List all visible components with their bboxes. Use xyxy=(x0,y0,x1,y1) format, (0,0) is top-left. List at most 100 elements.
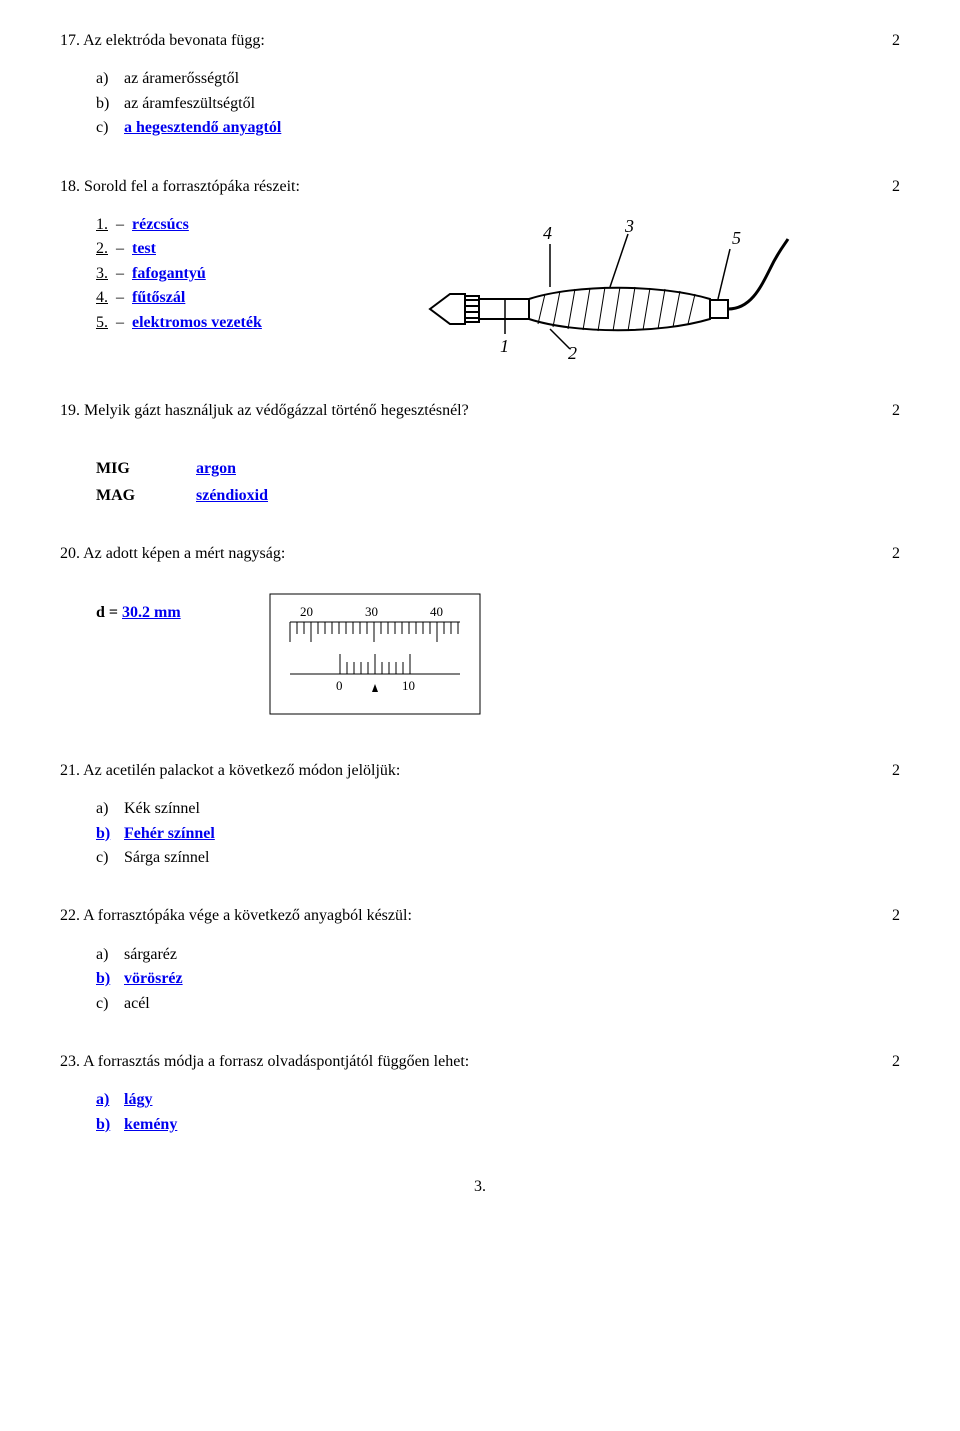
q21-text: 21. Az acetilén palackot a következő mód… xyxy=(60,760,880,782)
q22-header: 22. A forrasztópáka vége a következő any… xyxy=(60,905,900,927)
q18-item-5-num: 5. xyxy=(96,312,108,334)
q19-table: MIG argon MAG széndioxid xyxy=(60,458,900,507)
q22-prompt: A forrasztópáka vége a következő anyagbó… xyxy=(83,907,412,924)
q22-opt-b-label: b) xyxy=(96,968,116,990)
q21-opt-a: a) Kék színnel xyxy=(96,798,900,820)
q18-prompt: Sorold fel a forrasztópáka részeit: xyxy=(84,178,300,195)
q21-number: 21. xyxy=(60,762,80,779)
q20-text: 20. Az adott képen a mért nagyság: xyxy=(60,543,880,565)
q17-prompt: Az elektróda bevonata függ: xyxy=(83,32,265,49)
q22-opt-a-text: sárgaréz xyxy=(124,944,177,966)
q17-number: 17. xyxy=(60,32,80,49)
q21-opt-b: b) Fehér színnel xyxy=(96,823,900,845)
q19-text: 19. Melyik gázt használjuk az védőgázzal… xyxy=(60,400,880,422)
question-17: 17. Az elektróda bevonata függ: 2 a) az … xyxy=(60,30,900,140)
q17-options: a) az áramerősségtől b) az áramfeszültsé… xyxy=(60,68,900,139)
q18-item-1: 1. – rézcsúcs xyxy=(96,214,280,236)
q17-opt-a: a) az áramerősségtől xyxy=(96,68,900,90)
q17-text: 17. Az elektróda bevonata függ: xyxy=(60,30,880,52)
q22-opt-b-text: vörösréz xyxy=(124,968,183,990)
q18-item-5: 5. – elektromos vezeték xyxy=(96,312,280,334)
q19-number: 19. xyxy=(60,402,80,419)
q22-number: 22. xyxy=(60,907,80,924)
q23-opt-b-label: b) xyxy=(96,1114,116,1136)
q20-points: 2 xyxy=(880,543,900,565)
q18-list: 1. – rézcsúcs 2. – test 3. – fafogantyú … xyxy=(60,214,280,336)
q18-item-3-dash: – xyxy=(116,263,124,285)
scale-bottom-10: 10 xyxy=(402,678,415,693)
q18-item-2-dash: – xyxy=(116,238,124,260)
q22-opt-c-label: c) xyxy=(96,993,116,1015)
diagram-label-3: 3 xyxy=(624,216,634,236)
q22-text: 22. A forrasztópáka vége a következő any… xyxy=(60,905,880,927)
q19-mag-value: széndioxid xyxy=(196,485,268,507)
q18-figure: 1 2 3 4 5 xyxy=(300,214,900,364)
diagram-label-5: 5 xyxy=(732,228,741,248)
q20-prompt: Az adott képen a mért nagyság: xyxy=(83,545,285,562)
q21-opt-c: c) Sárga színnel xyxy=(96,847,900,869)
q18-item-3-text: fafogantyú xyxy=(132,263,206,285)
question-23: 23. A forrasztás módja a forrasz olvadás… xyxy=(60,1051,900,1136)
q17-opt-c-text: a hegesztendő anyagtól xyxy=(124,117,281,139)
q18-item-3: 3. – fafogantyú xyxy=(96,263,280,285)
q18-content: 1. – rézcsúcs 2. – test 3. – fafogantyú … xyxy=(60,214,900,364)
q23-text: 23. A forrasztás módja a forrasz olvadás… xyxy=(60,1051,880,1073)
soldering-iron-diagram: 1 2 3 4 5 xyxy=(410,214,790,364)
q17-opt-c: c) a hegesztendő anyagtól xyxy=(96,117,900,139)
q18-item-2: 2. – test xyxy=(96,238,280,260)
q22-opt-c: c) acél xyxy=(96,993,900,1015)
q19-header: 19. Melyik gázt használjuk az védőgázzal… xyxy=(60,400,900,422)
q21-opt-c-text: Sárga színnel xyxy=(124,847,209,869)
q19-prompt: Melyik gázt használjuk az védőgázzal tör… xyxy=(84,402,469,419)
q20-d-label: d = xyxy=(96,604,122,621)
diagram-label-4: 4 xyxy=(543,223,552,243)
q17-opt-b-label: b) xyxy=(96,93,116,115)
q18-item-3-num: 3. xyxy=(96,263,108,285)
q19-row-mag: MAG széndioxid xyxy=(96,485,900,507)
q21-opt-b-label: b) xyxy=(96,823,116,845)
q23-header: 23. A forrasztás módja a forrasz olvadás… xyxy=(60,1051,900,1073)
q21-opt-a-label: a) xyxy=(96,798,116,820)
q22-points: 2 xyxy=(880,905,900,927)
scale-top-40: 40 xyxy=(430,604,443,619)
page-number: 3. xyxy=(60,1176,900,1198)
q18-text: 18. Sorold fel a forrasztópáka részeit: xyxy=(60,176,880,198)
q23-number: 23. xyxy=(60,1053,80,1070)
q17-opt-b: b) az áramfeszültségtől xyxy=(96,93,900,115)
q20-d-value: 30.2 mm xyxy=(122,604,181,621)
q21-points: 2 xyxy=(880,760,900,782)
diagram-label-1: 1 xyxy=(500,336,509,356)
q18-item-2-text: test xyxy=(132,238,156,260)
q22-opt-a: a) sárgaréz xyxy=(96,944,900,966)
q22-options: a) sárgaréz b) vörösréz c) acél xyxy=(60,944,900,1015)
q18-item-1-dash: – xyxy=(116,214,124,236)
diagram-label-2: 2 xyxy=(568,343,577,363)
q23-prompt: A forrasztás módja a forrasz olvadáspont… xyxy=(83,1053,469,1070)
q21-opt-a-text: Kék színnel xyxy=(124,798,200,820)
q23-options: a) lágy b) kemény xyxy=(60,1089,900,1136)
q18-item-5-dash: – xyxy=(116,312,124,334)
q18-item-4-dash: – xyxy=(116,287,124,309)
q19-row-mig: MIG argon xyxy=(96,458,900,480)
q21-opt-c-label: c) xyxy=(96,847,116,869)
question-18: 18. Sorold fel a forrasztópáka részeit: … xyxy=(60,176,900,364)
q23-opt-b-text: kemény xyxy=(124,1114,177,1136)
q22-opt-b: b) vörösréz xyxy=(96,968,900,990)
q23-opt-b: b) kemény xyxy=(96,1114,900,1136)
q23-opt-a-text: lágy xyxy=(124,1089,152,1111)
q18-item-1-num: 1. xyxy=(96,214,108,236)
q20-figure: 20 30 40 xyxy=(60,584,900,724)
vernier-scale-diagram: 20 30 40 xyxy=(260,584,490,724)
q20-number: 20. xyxy=(60,545,80,562)
q18-item-4-text: fűtőszál xyxy=(132,287,185,309)
question-19: 19. Melyik gázt használjuk az védőgázzal… xyxy=(60,400,900,507)
q17-opt-b-text: az áramfeszültségtől xyxy=(124,93,255,115)
q17-header: 17. Az elektróda bevonata függ: 2 xyxy=(60,30,900,52)
q18-item-5-text: elektromos vezeték xyxy=(132,312,262,334)
q23-opt-a: a) lágy xyxy=(96,1089,900,1111)
q19-points: 2 xyxy=(880,400,900,422)
q22-opt-a-label: a) xyxy=(96,944,116,966)
question-21: 21. Az acetilén palackot a következő mód… xyxy=(60,760,900,870)
q21-options: a) Kék színnel b) Fehér színnel c) Sárga… xyxy=(60,798,900,869)
q18-item-4-num: 4. xyxy=(96,287,108,309)
